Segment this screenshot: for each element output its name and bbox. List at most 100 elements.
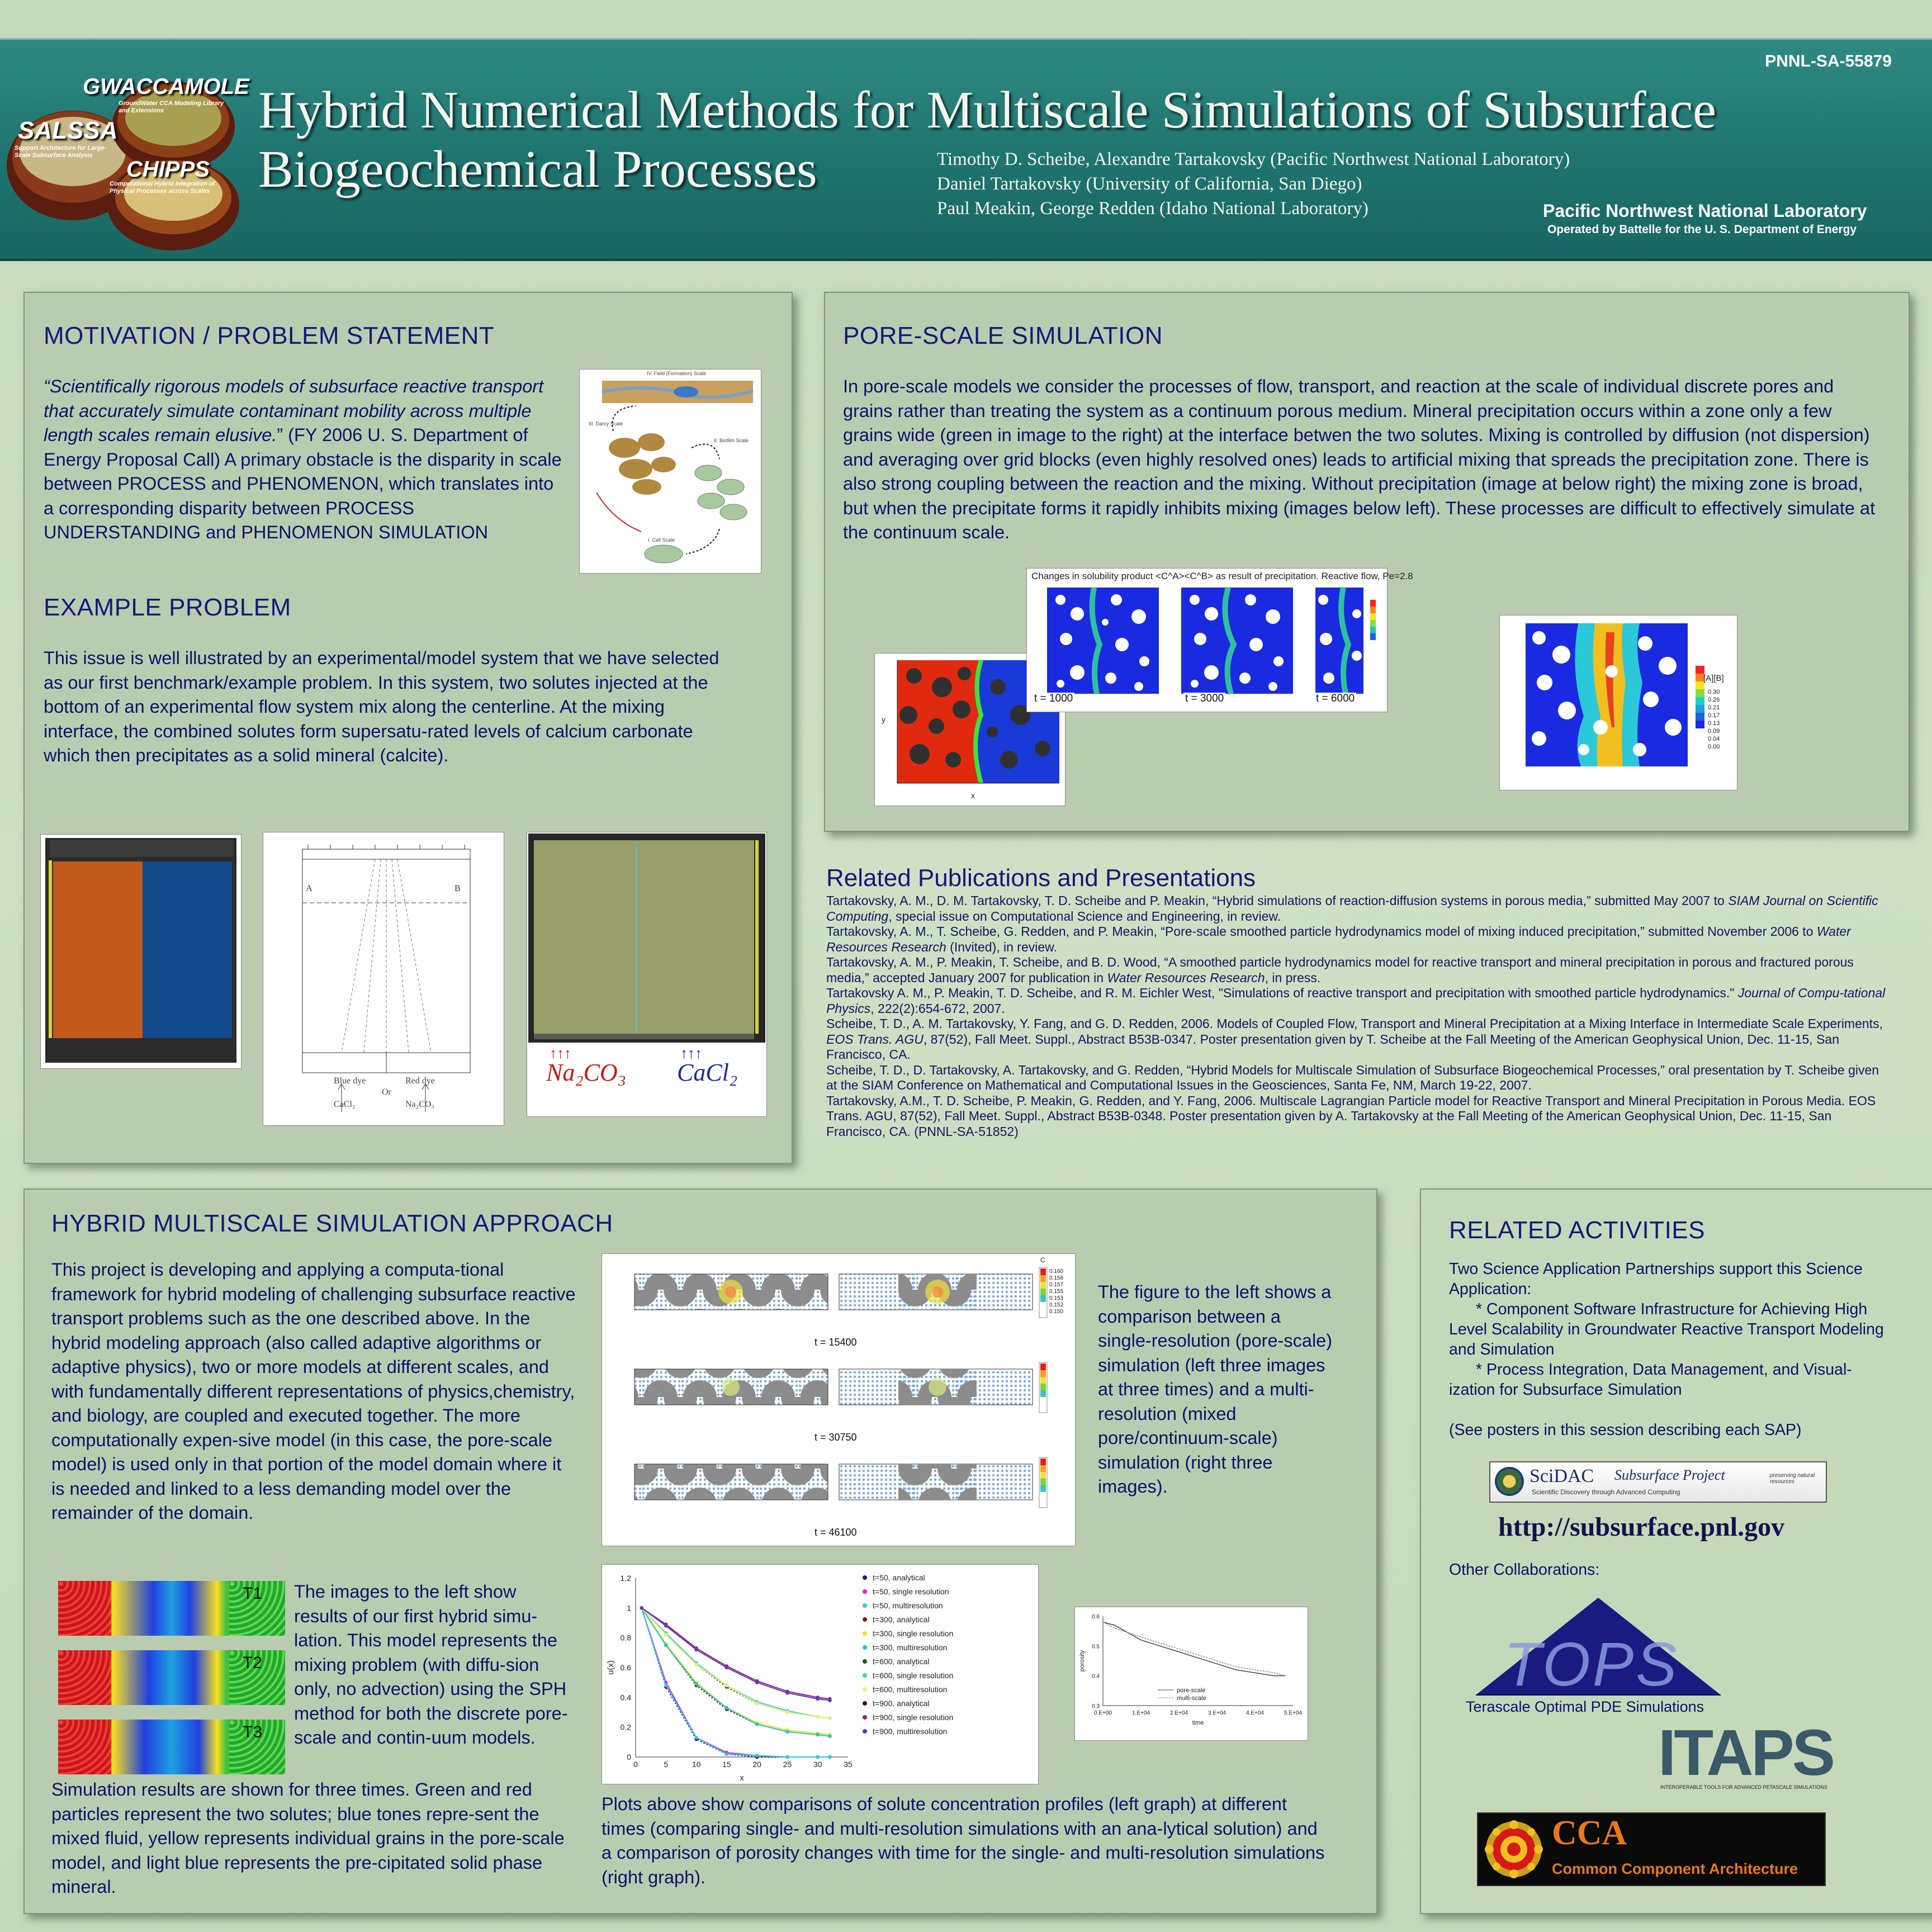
author-line-2: Daniel Tartakovsky (University of Califo… [937, 174, 1362, 194]
cca-label: CCA [1552, 1814, 1627, 1852]
cca-logo[interactable]: CCA Common Component Architecture [1477, 1812, 1826, 1886]
data-point [828, 1734, 832, 1738]
data-point [816, 1755, 820, 1759]
related-item-2: * Process Integration, Data Management, … [1449, 1361, 1852, 1399]
logo-gwaccamole-sub: GroundWater CCA Modeling Library and Ext… [119, 100, 224, 114]
y-tick-label: 0.5 [1092, 1644, 1100, 1650]
x-tick-label: 35 [844, 1760, 853, 1769]
or-label: Or [382, 1087, 391, 1097]
publication-entry: Tartakovsky, A. M., D. M. Tartakovsky, T… [826, 893, 1878, 924]
colorbar-tick: 0.150 [1049, 1309, 1064, 1315]
series-line [641, 1607, 830, 1719]
related-note: (See posters in this session describing … [1449, 1421, 1802, 1439]
data-point [694, 1682, 698, 1686]
hybrid-text-3: Simulation results are shown for three t… [51, 1779, 565, 1897]
no-precipitation-figure: [A][B] 0.30 0.26 0.21 0.17 0.13 0.09 0.0… [1499, 615, 1737, 790]
scidac-project-label: Subsurface Project [1614, 1467, 1725, 1483]
cacl2-arrows: ↑↑↑ [680, 1045, 702, 1062]
hybrid-heading: HYBRID MULTISCALE SIMULATION APPROACH [51, 1210, 613, 1237]
time-label-1000: t = 1000 [1033, 693, 1075, 705]
x-tick-label: 1.E+04 [1132, 1710, 1150, 1716]
data-point [724, 1706, 729, 1710]
legend-marker [863, 1631, 867, 1636]
legend-marker [863, 1701, 867, 1706]
legend-entry: t=300, single resolution [873, 1629, 953, 1638]
na2co3-small-label: Na₂CO₃ [405, 1100, 435, 1109]
data-point [694, 1647, 698, 1652]
data-point [828, 1755, 832, 1759]
project-url-link[interactable]: http://subsurface.pnl.gov [1498, 1512, 1785, 1542]
pore-scale-text: In pore-scale models we consider the pro… [843, 376, 1876, 542]
scidac-label: SciDAC [1530, 1466, 1594, 1486]
legend-marker [863, 1687, 867, 1692]
colorbar-tick: 0.160 [1049, 1268, 1064, 1275]
colorbar-value: 0.04 [1708, 736, 1720, 742]
x-tick-label: 3.E+04 [1208, 1710, 1226, 1716]
series-line [641, 1608, 830, 1758]
colorbar-label: [A][B] [1703, 674, 1724, 683]
legend-entry: t=50, single resolution [873, 1587, 949, 1596]
colorbar-tick: 0.155 [1049, 1289, 1064, 1295]
y-tick-label: 0 [627, 1753, 631, 1761]
y-tick-label: 0.4 [1092, 1674, 1100, 1680]
legend-marker [863, 1617, 867, 1622]
data-point [828, 1716, 832, 1720]
blue-dye-half [143, 861, 232, 1038]
x-tick-label: 25 [783, 1760, 792, 1769]
doe-seal-icon [1495, 1467, 1524, 1496]
data-point [694, 1736, 698, 1740]
x-tick-label: 0 [633, 1760, 638, 1769]
y-axis-label: porosity [1079, 1650, 1086, 1671]
data-point [755, 1754, 759, 1758]
red-dye-label: Red dye [405, 1076, 435, 1086]
scale-label-biofilm: II. Biofilm Scale [714, 438, 749, 443]
y-tick-label: 0.8 [621, 1633, 632, 1642]
label-t3: T3 [243, 1723, 263, 1741]
x-tick-label: 4.E+04 [1246, 1710, 1264, 1716]
colorbar-value: 0.09 [1708, 728, 1720, 735]
cacl2-label: CaCl₂ [677, 1059, 738, 1086]
tops-logo[interactable] [1467, 1594, 1730, 1701]
logo-salssa-sub: Support Architecture for Large-Scale Sub… [15, 145, 106, 159]
data-point [724, 1752, 729, 1756]
legend-entry: multi-scale [1177, 1695, 1206, 1702]
series-line [641, 1607, 830, 1719]
series-line [641, 1608, 830, 1758]
itaps-logo[interactable]: ITAPS INTEROPERABLE TOOLS FOR ADVANCED P… [1657, 1716, 1858, 1796]
legend-marker [863, 1659, 867, 1664]
no-precipitation-map [1526, 623, 1704, 766]
data-point [828, 1698, 832, 1702]
x-tick-label: 30 [813, 1760, 822, 1769]
related-item-1: * Component Software Infrastructure for … [1449, 1300, 1884, 1358]
x-axis-label: time [1192, 1720, 1204, 1726]
label-t2: T2 [243, 1654, 263, 1672]
scidac-banner[interactable]: SciDAC Subsurface Project Scientific Dis… [1489, 1461, 1827, 1503]
pore-axis-y: y [882, 715, 886, 724]
legend-marker [863, 1645, 867, 1650]
data-point [664, 1624, 668, 1628]
data-point [664, 1683, 668, 1688]
legend-entry: t=900, multiresolution [873, 1727, 947, 1736]
data-point [816, 1715, 820, 1719]
legend-entry: t=50, analytical [873, 1573, 925, 1582]
scale-label-field: IV. Field (Formation) Scale [647, 371, 707, 376]
data-point [785, 1755, 789, 1759]
itaps-label: ITAPS [1658, 1716, 1835, 1789]
pore-scale-heading: PORE-SCALE SIMULATION [843, 322, 1163, 349]
experiment-photo [40, 834, 242, 1069]
x-tick-label: 20 [752, 1760, 761, 1769]
data-point [755, 1680, 759, 1684]
red-dye-half [53, 861, 143, 1038]
tops-label: TOPS [1504, 1630, 1679, 1699]
project-logo [7, 82, 239, 250]
legend-entry: t=600, analytical [873, 1657, 930, 1666]
y-tick-label: 0.6 [1092, 1614, 1100, 1620]
series-line [1102, 1621, 1286, 1677]
cca-sub-label: Common Component Architecture [1552, 1860, 1798, 1877]
data-point [785, 1710, 789, 1715]
colorbar-tick: 0.152 [1049, 1302, 1064, 1308]
scidac-sub-label: Scientific Discovery through Advanced Co… [1532, 1488, 1680, 1496]
y-tick-label: 0.6 [621, 1663, 632, 1672]
resolution-comparison-figure: t = 15400 t = 30750 t = 46100 C 0.160 0.… [602, 1253, 1076, 1546]
example-heading: EXAMPLE PROBLEM [44, 594, 291, 621]
